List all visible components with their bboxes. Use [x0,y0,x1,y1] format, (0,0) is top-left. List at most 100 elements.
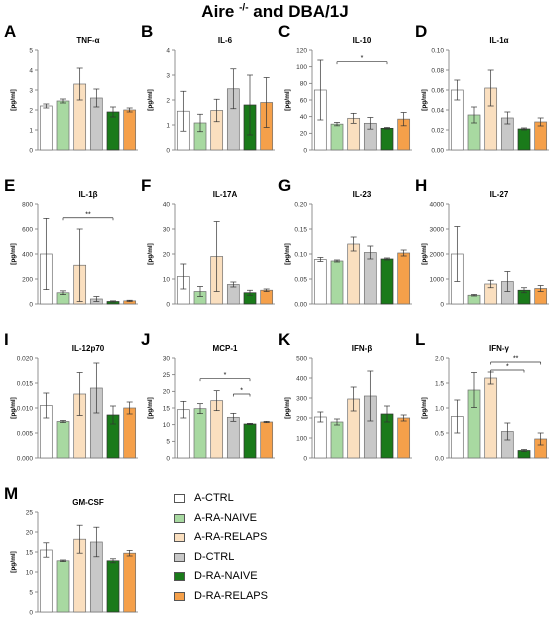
y-tick-label: 0.05 [294,276,307,283]
y-tick-label: 30 [163,226,171,233]
y-tick-label: 20 [300,131,308,138]
bar-a-ra-naive [193,408,207,459]
chart-svg: 0 5 10 15 20 25 [pg/ml] [10,509,138,616]
significance-label: * [506,364,509,371]
panel-letter: B [141,22,154,41]
significance-label: * [240,388,243,395]
panel-letter: F [141,176,152,195]
y-tick-label: 0 [303,455,307,462]
y-tick-label: 2 [166,97,170,104]
y-tick-label: 20 [163,251,171,258]
bar-d-ra-naive [106,111,120,151]
y-tick-label: 4000 [430,201,445,208]
legend-swatch [174,572,185,581]
bar-a-ra-naive [56,421,70,459]
bar-a-ctrl [39,105,53,151]
panel-ifn-gamma: L IFN-γ 0.0 0.5 1.0 1.5 2.0 [pg/ml] * ** [413,330,549,470]
y-tick-label: 0 [166,147,170,154]
y-tick-label: 5 [29,47,33,54]
y-tick-label: 0.15 [294,226,307,233]
bar-d-ra-relaps [397,417,411,459]
y-tick-label: 20 [26,529,34,536]
bar-d-ctrl [363,252,377,305]
panel-letter: L [415,330,426,349]
significance-label: ** [85,211,91,218]
panel-il-12p70: I IL-12p70 0.000 0.005 0.010 0.015 0.020 [pg/ml… [2,330,138,470]
y-tick-label: 600 [22,226,33,233]
panel-il-6: B IL-6 0 1 2 3 4 [pg/ml] [139,22,275,162]
chart-title: GM-CSF [72,498,104,507]
y-tick-label: 500 [296,355,307,362]
y-tick-label: 0.0 [435,455,444,462]
y-tick-label: 3 [166,72,170,79]
y-tick-label: 0.04 [431,107,444,114]
panel-il-10: C IL-10 0 20 40 60 80 100 120 [pg/ml] * [276,22,412,162]
bar-a-ra-relaps [484,377,498,459]
y-tick-label: 40 [300,114,308,121]
y-tick-label: 30 [163,355,171,362]
legend-item: A-RA-NAIVE [170,510,350,530]
legend-label: A-CTRL [194,492,234,504]
panel-letter: D [415,22,428,41]
y-tick-label: 25 [163,372,171,379]
bar-a-ra-naive [56,560,70,613]
chart-svg: 0 100 200 300 400 500 [pg/ml] [284,355,412,462]
y-tick-label: 15 [163,405,171,412]
y-tick-label: 0.000 [17,455,34,462]
y-tick-label: 10 [163,422,171,429]
y-axis-label: [pg/ml] [421,89,428,111]
y-tick-label: 3000 [430,226,445,233]
y-tick-label: 0.005 [17,430,34,437]
chart-svg: 0.00 0.02 0.04 0.06 0.08 0.10 [pg/ml] [421,47,549,154]
bar-d-ra-relaps [123,407,137,459]
chart-title: IL-10 [352,36,372,45]
y-tick-label: 0.010 [17,405,34,412]
chart-svg: 0.000 0.005 0.010 0.015 0.020 [pg/ml] [10,355,138,462]
y-tick-label: 200 [296,415,307,422]
y-tick-label: 10 [163,276,171,283]
y-tick-label: 0.06 [431,87,444,94]
y-tick-label: 80 [300,81,308,88]
y-tick-label: 2.0 [435,355,444,362]
y-tick-label: 300 [296,395,307,402]
bar-d-ra-relaps [123,109,137,151]
y-tick-label: 1000 [430,276,445,283]
legend-item: A-RA-RELAPS [170,529,350,549]
panel-il-23: G IL-23 0.00 0.05 0.10 0.15 0.20 [pg/ml] [276,176,412,316]
chart-svg: 0 5 10 15 20 25 30 [pg/ml] * * [147,355,275,462]
y-tick-label: 40 [163,201,171,208]
y-tick-label: 0.015 [17,380,34,387]
y-tick-label: 2 [29,107,33,114]
legend-label: D-RA-NAIVE [194,570,258,582]
y-tick-label: 0.00 [294,301,307,308]
y-tick-label: 400 [22,251,33,258]
chart-title: IFN-γ [489,344,509,353]
y-axis-label: [pg/ml] [284,397,291,419]
chart-title: MCP-1 [212,344,238,353]
y-tick-label: 0 [29,609,33,616]
bar-d-ra-relaps [260,421,274,459]
y-tick-label: 3 [29,87,33,94]
y-tick-label: 0.10 [431,47,444,54]
y-tick-label: 60 [300,97,308,104]
y-tick-label: 0 [166,301,170,308]
panel-letter: J [141,330,151,349]
chart-svg: 0.00 0.05 0.10 0.15 0.20 [pg/ml] [284,201,412,308]
y-axis-label: [pg/ml] [284,89,291,111]
legend-item: A-CTRL [170,490,350,510]
y-tick-label: 1 [29,127,33,134]
panel-tnf-alpha: A TNF-α 0 1 2 3 4 5 [pg/ml] [2,22,138,162]
y-axis-label: [pg/ml] [147,397,154,419]
panel-gm-csf: M GM-CSF 0 5 10 15 20 25 [pg/ml] [2,484,138,624]
panel-il-1-beta: E IL-1β 0 200 400 600 800 [pg/ml] ** [2,176,138,316]
panel-il-27: H IL-27 0 1000 2000 3000 4000 [pg/ml] [413,176,549,316]
significance-label: * [224,372,227,379]
y-tick-label: 200 [22,276,33,283]
y-tick-label: 1 [166,122,170,129]
legend: A-CTRL A-RA-NAIVE A-RA-RELAPS D-CTRL D-RA-NA… [170,490,350,607]
panel-letter: H [415,176,428,195]
y-axis-label: [pg/ml] [10,551,17,573]
y-tick-label: 0 [29,147,33,154]
panel-letter: I [4,330,9,349]
y-tick-label: 100 [296,435,307,442]
